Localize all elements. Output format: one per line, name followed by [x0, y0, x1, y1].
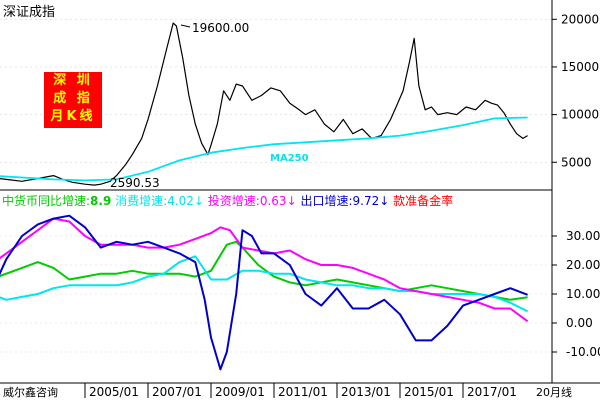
period-label: 20月线: [536, 385, 572, 399]
upper-series-layer: [0, 22, 528, 186]
legend-value: 4.02↓: [167, 194, 204, 208]
upper-tick-label: 5000: [561, 155, 592, 169]
legend-label: 出口增速:: [300, 194, 352, 208]
index-badge: 深 圳 成 指 月K线: [44, 72, 102, 128]
legend-label: 中货币同比增速:: [2, 193, 90, 208]
badge-line: 成 指: [53, 91, 93, 106]
high-annotation: 19600.00: [192, 21, 249, 35]
legend-row: 中货币同比增速:8.9 消费增速:4.02↓ 投资增速:0.63↓ 出口增速:9…: [2, 193, 453, 208]
lower-tick-label: 0.00: [566, 316, 593, 330]
legend-label: 款准备金率: [393, 193, 453, 208]
x-tick-label: 2017/01: [467, 385, 517, 399]
badge-line: 深 圳: [53, 73, 93, 88]
upper-tick-label: 10000: [561, 108, 599, 122]
x-tick-label: 2011/01: [278, 385, 328, 399]
badge-line: 月K线: [50, 109, 96, 124]
lower-panel: -10.00 0.00 10.00 20.00 30.00 中货币同比增速:8.9 消费…: [0, 193, 600, 371]
ma250-label: MA250: [270, 153, 309, 164]
upper-y-axis: 5000 10000 15000 20000: [552, 12, 599, 169]
lower-tick-label: 10.00: [566, 287, 600, 301]
x-tick-label: 2015/01: [404, 385, 454, 399]
upper-panel-title: 深证成指: [3, 5, 55, 20]
legend-label: 投资增速:: [208, 193, 260, 208]
legend-value: 9.72↓: [353, 194, 390, 208]
lower-tick-label: -10.00: [566, 345, 600, 359]
source-label: 威尔鑫咨询: [3, 385, 58, 399]
ma250-line: [0, 116, 528, 182]
legend-label: 消费增速:: [115, 194, 167, 208]
index-price-line: [0, 22, 528, 186]
x-tick-label: 2013/01: [341, 385, 391, 399]
x-tick-label: 2005/01: [89, 385, 139, 399]
low-annotation: 2590.53: [110, 176, 160, 190]
upper-tick-label: 20000: [561, 12, 599, 26]
upper-tick-label: 15000: [561, 60, 599, 74]
legend-value: 0.63↓: [260, 194, 297, 208]
lower-tick-label: 30.00: [566, 229, 600, 243]
investment-line: [0, 217, 529, 323]
upper-grid: [0, 18, 552, 163]
money-supply-line: [0, 240, 528, 301]
x-axis: 2005/01 2007/01 2009/01 2011/01 2013/01 2015/…: [84, 383, 517, 399]
lower-y-axis: -10.00 0.00 10.00 20.00 30.00: [552, 229, 600, 359]
export-line: [0, 214, 528, 371]
consumption-line: [0, 255, 529, 313]
x-tick-label: 2007/01: [152, 385, 202, 399]
upper-panel: 深证成指 19600.00 2590.53 MA250 5000 10000 150…: [0, 5, 599, 190]
lower-tick-label: 20.00: [566, 258, 600, 272]
x-tick-label: 2009/01: [215, 385, 265, 399]
lower-series-layer: [0, 214, 529, 371]
legend-value: 8.9: [90, 194, 111, 208]
high-pointer: [180, 24, 191, 28]
